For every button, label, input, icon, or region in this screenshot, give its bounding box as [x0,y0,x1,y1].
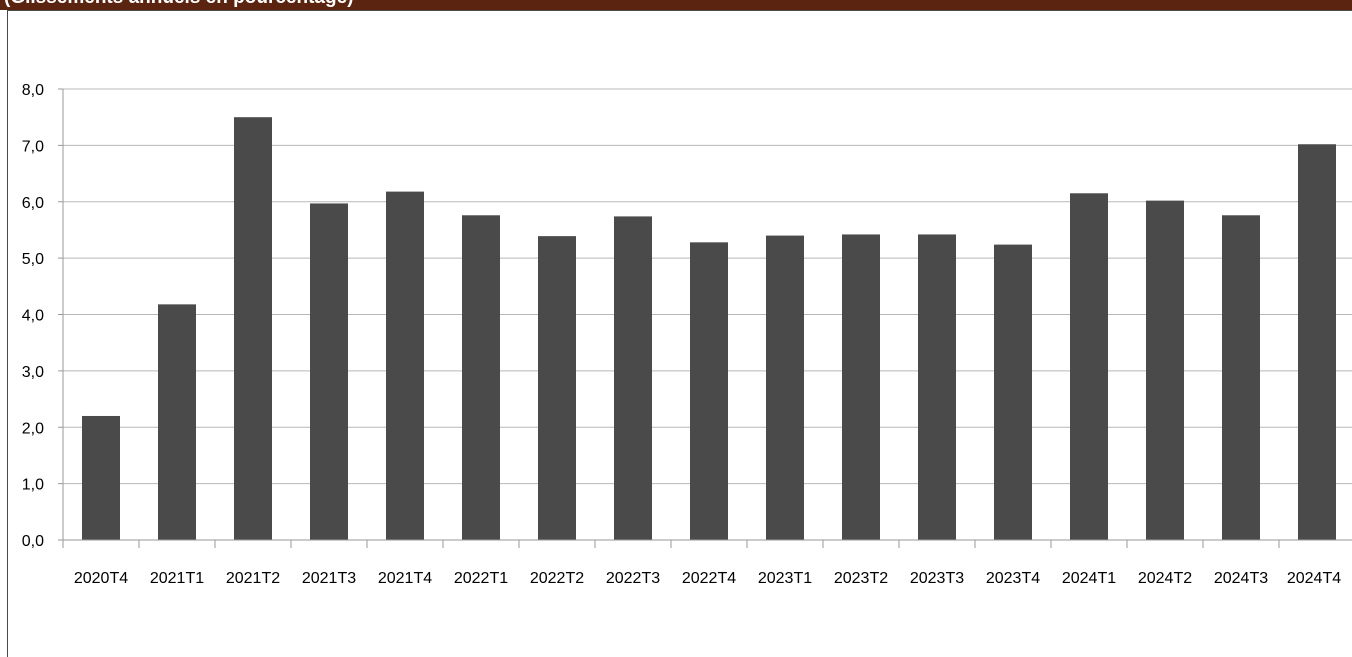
x-tick-label: 2020T4 [74,570,128,587]
y-tick-label: 0,0 [22,533,44,550]
x-tick-label: 2023T1 [758,570,812,587]
x-tick-label: 2021T3 [302,570,356,587]
bar-2024T2 [1146,200,1184,540]
x-tick-label: 2022T2 [530,570,584,587]
chart-frame [7,10,1352,657]
chart-header-bar: (Glissements annuels en pourcentage) [0,0,1352,10]
y-tick-label: 5,0 [22,251,44,268]
bar-2024T3 [1222,215,1260,540]
bar-2023T1 [766,235,804,540]
bar-2021T1 [158,304,196,540]
bar-2024T1 [1070,193,1108,540]
bar-2022T3 [614,216,652,540]
bar-2020T4 [82,415,120,540]
bar-2023T2 [842,234,880,540]
y-tick-label: 7,0 [22,138,44,155]
bar-2022T2 [538,236,576,541]
x-tick-label: 2022T1 [454,570,508,587]
y-tick-label: 3,0 [22,364,44,381]
x-tick-label: 2022T3 [606,570,660,587]
bar-2023T4 [994,244,1032,540]
bar-2021T2 [234,117,272,540]
y-tick-label: 4,0 [22,308,44,325]
x-tick-label: 2022T4 [682,570,736,587]
y-tick-label: 6,0 [22,195,44,212]
y-tick-label: 1,0 [22,477,44,494]
y-tick-label: 2,0 [22,420,44,437]
bar-2022T4 [690,242,728,540]
bar-2022T1 [462,215,500,540]
x-tick-label: 2023T2 [834,570,888,587]
x-tick-label: 2023T3 [910,570,964,587]
y-tick-label: 8,0 [22,82,44,99]
x-tick-label: 2024T1 [1062,570,1116,587]
x-tick-label: 2021T4 [378,570,432,587]
bar-2024T4 [1298,144,1336,540]
bar-2021T4 [386,191,424,541]
x-tick-label: 2024T3 [1214,570,1268,587]
x-tick-label: 2024T4 [1287,570,1341,587]
bar-2021T3 [310,203,348,540]
x-tick-label: 2021T1 [150,570,204,587]
bar-2023T3 [918,234,956,540]
chart-header-title: (Glissements annuels en pourcentage) [4,0,353,8]
x-tick-label: 2024T2 [1138,570,1192,587]
x-tick-label: 2023T4 [986,570,1040,587]
x-tick-label: 2021T2 [226,570,280,587]
